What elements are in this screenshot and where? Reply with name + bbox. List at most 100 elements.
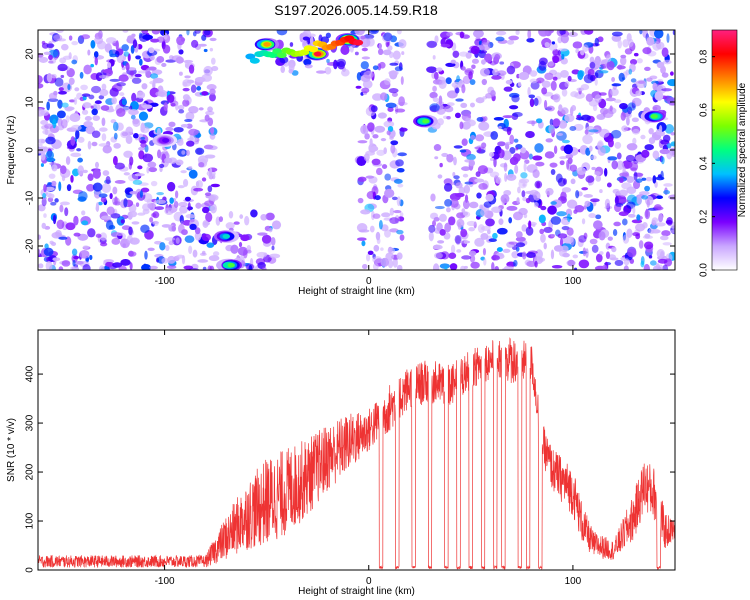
heatmap-cell [197,259,209,263]
heatmap-cell [130,45,135,54]
heatmap-cell [584,129,589,135]
heatmap-cell [81,93,91,97]
heatmap-cell [207,167,218,173]
heatmap-cell [371,93,383,101]
heatmap-cell [361,47,368,52]
heatmap-cell [185,213,196,219]
heatmap-cell [161,257,169,264]
heatmap-cell [654,91,664,101]
heatmap-cell [134,73,142,78]
heatmap-cell [384,173,392,181]
heatmap-cell [40,163,44,167]
heatmap-cell [114,162,125,170]
y-tick-label: 10 [25,96,36,108]
heatmap-cell [254,265,259,270]
heatmap-cell [432,85,437,92]
heatmap-cell [182,94,190,101]
heatmap-cell [201,206,210,214]
heatmap-cell [477,224,485,233]
heatmap-cell [40,119,49,126]
heatmap-cell [243,249,248,259]
heatmap-cell [130,69,134,77]
heatmap-cell [105,220,114,231]
heatmap-streak-cell [353,39,364,46]
heatmap-cell [540,205,547,211]
heatmap-cell [137,212,146,216]
heatmap-cell [484,53,493,63]
heatmap-cell [68,77,75,85]
heatmap-cell [575,190,580,199]
heatmap-cell [169,197,174,204]
heatmap-cell [276,30,288,36]
heatmap-cell [151,30,161,35]
heatmap-cell [112,121,119,132]
heatmap-cell [661,230,671,237]
heatmap-cell [43,213,47,218]
heatmap-cell [61,43,69,51]
heatmap-cell [209,167,213,178]
heatmap-cell [506,173,517,181]
heatmap-cell [364,133,370,140]
heatmap-cell [648,228,655,235]
heatmap-cell [142,104,153,109]
heatmap-cell [188,128,199,136]
heatmap-cell [90,85,102,94]
heatmap-cell [387,106,394,112]
heatmap-cell [203,144,214,150]
snr-series-line [38,337,675,570]
heatmap-cell [640,134,646,140]
heatmap-cell [426,66,437,73]
heatmap-cell [515,231,523,239]
heatmap-cell [166,94,175,103]
heatmap-cell [372,263,379,270]
heatmap-cell [574,204,585,213]
heatmap-cell [567,75,572,82]
heatmap-cell [633,52,639,57]
heatmap-cell [399,212,404,217]
heatmap-cell [594,78,598,86]
heatmap-cell [566,227,574,236]
heatmap-cell [446,31,454,37]
heatmap-cell [429,103,440,112]
heatmap-cell [178,201,188,207]
heatmap-cell [361,240,366,247]
heatmap-cell [194,227,201,235]
heatmap-cell [51,180,57,187]
heatmap-cell [386,130,391,136]
heatmap-cell [672,30,675,36]
heatmap-cell [45,150,54,161]
heatmap-cell [176,35,185,46]
heatmap-cell [60,165,67,175]
heatmap-cell [387,259,394,269]
heatmap-cell [123,51,130,57]
heatmap-cell [541,80,551,88]
heatmap-cell [463,265,468,269]
heatmap-cell [657,266,662,270]
heatmap-cell [564,81,570,88]
heatmap-cell [497,141,506,147]
heatmap-cell [663,258,673,267]
heatmap-cell [547,205,557,215]
heatmap-cell [496,70,507,76]
heatmap-cell [661,88,673,92]
heatmap-cell [495,176,502,184]
heatmap-cell [641,195,649,200]
heatmap-cell [187,202,191,212]
heatmap-cell [476,192,482,199]
heatmap-cell [446,207,451,213]
heatmap-cell [81,210,86,216]
heatmap-cell [150,180,158,187]
heatmap-cell [116,232,123,236]
heatmap-cell [534,143,544,153]
heatmap-cell [129,262,133,270]
heatmap-cell [90,63,95,68]
heatmap-cell [57,63,68,72]
heatmap-cell [42,192,47,199]
heatmap-cell [190,84,197,93]
heatmap-cell [367,250,374,256]
colorbar-tick-label: 0.2 [699,209,710,223]
heatmap-cell [433,71,439,80]
heatmap-cell [140,139,147,144]
heatmap-cell [184,196,191,202]
heatmap-cell [142,34,154,40]
